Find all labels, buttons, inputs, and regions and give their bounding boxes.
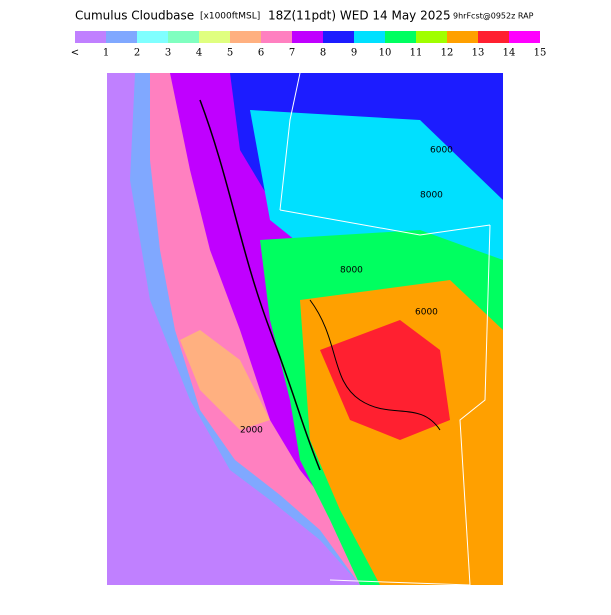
colorbar-cell (323, 31, 354, 43)
contour (199, 99, 321, 471)
colorbar-cell (106, 31, 137, 43)
colorbar-cell (478, 31, 509, 43)
colorbar-cell (354, 31, 385, 43)
colorbar-label: 6 (258, 48, 264, 59)
title-valid: 18Z(11pdt) WED 14 May 2025 (268, 9, 451, 23)
colorbar-cell (199, 31, 230, 43)
colorbar-label: 3 (165, 48, 171, 59)
colorbar: <1 2 3 4 5 6 7 8 9 10 11 12 13 14 15 (71, 31, 547, 59)
colorbar-cell (168, 31, 199, 43)
colorbar-label: 14 (503, 48, 516, 59)
contour (309, 299, 441, 431)
colorbar-cell (137, 31, 168, 43)
coastal-zone (107, 73, 360, 585)
contour-label: 6000 (415, 308, 438, 318)
colorbar-cell (292, 31, 323, 43)
colorbar-label: 1 (103, 48, 109, 59)
colorbar-cell (447, 31, 478, 43)
colorbar-label: 9 (351, 48, 357, 59)
colorbar-label: 10 (379, 48, 392, 59)
colorbar-label: 11 (410, 48, 423, 59)
map: 6000 8000 8000 6000 2000 (107, 72, 503, 586)
contour-label: 6000 (430, 146, 453, 156)
contour-label: 8000 (420, 191, 443, 201)
state-borders (279, 72, 491, 586)
colorbar-label: 7 (289, 48, 295, 59)
colorbar-cell (75, 31, 106, 43)
colorbar-cell (385, 31, 416, 43)
colorbar-label: 8 (320, 48, 326, 59)
title-units: [x1000ftMSL] (200, 12, 260, 22)
contour-label: 8000 (340, 266, 363, 276)
title-main: Cumulus Cloudbase (75, 9, 194, 23)
valley-zone (180, 330, 270, 430)
colorbar-cell (261, 31, 292, 43)
colorbar-label: 4 (196, 48, 202, 59)
colorbar-label: 15 (534, 48, 547, 59)
colorbar-cell (416, 31, 447, 43)
colorbar-label: 2 (134, 48, 140, 59)
red-zone (320, 320, 450, 440)
colorbar-label: < (71, 48, 79, 59)
colorbar-cell (230, 31, 261, 43)
colorbar-label: 12 (441, 48, 454, 59)
colorbar-label: 5 (227, 48, 233, 59)
contour-label: 2000 (240, 426, 263, 436)
colorbar-cell (509, 31, 540, 43)
title-forecast: 9hrFcst@0952z RAP (453, 12, 534, 21)
colorbar-label: 13 (472, 48, 485, 59)
